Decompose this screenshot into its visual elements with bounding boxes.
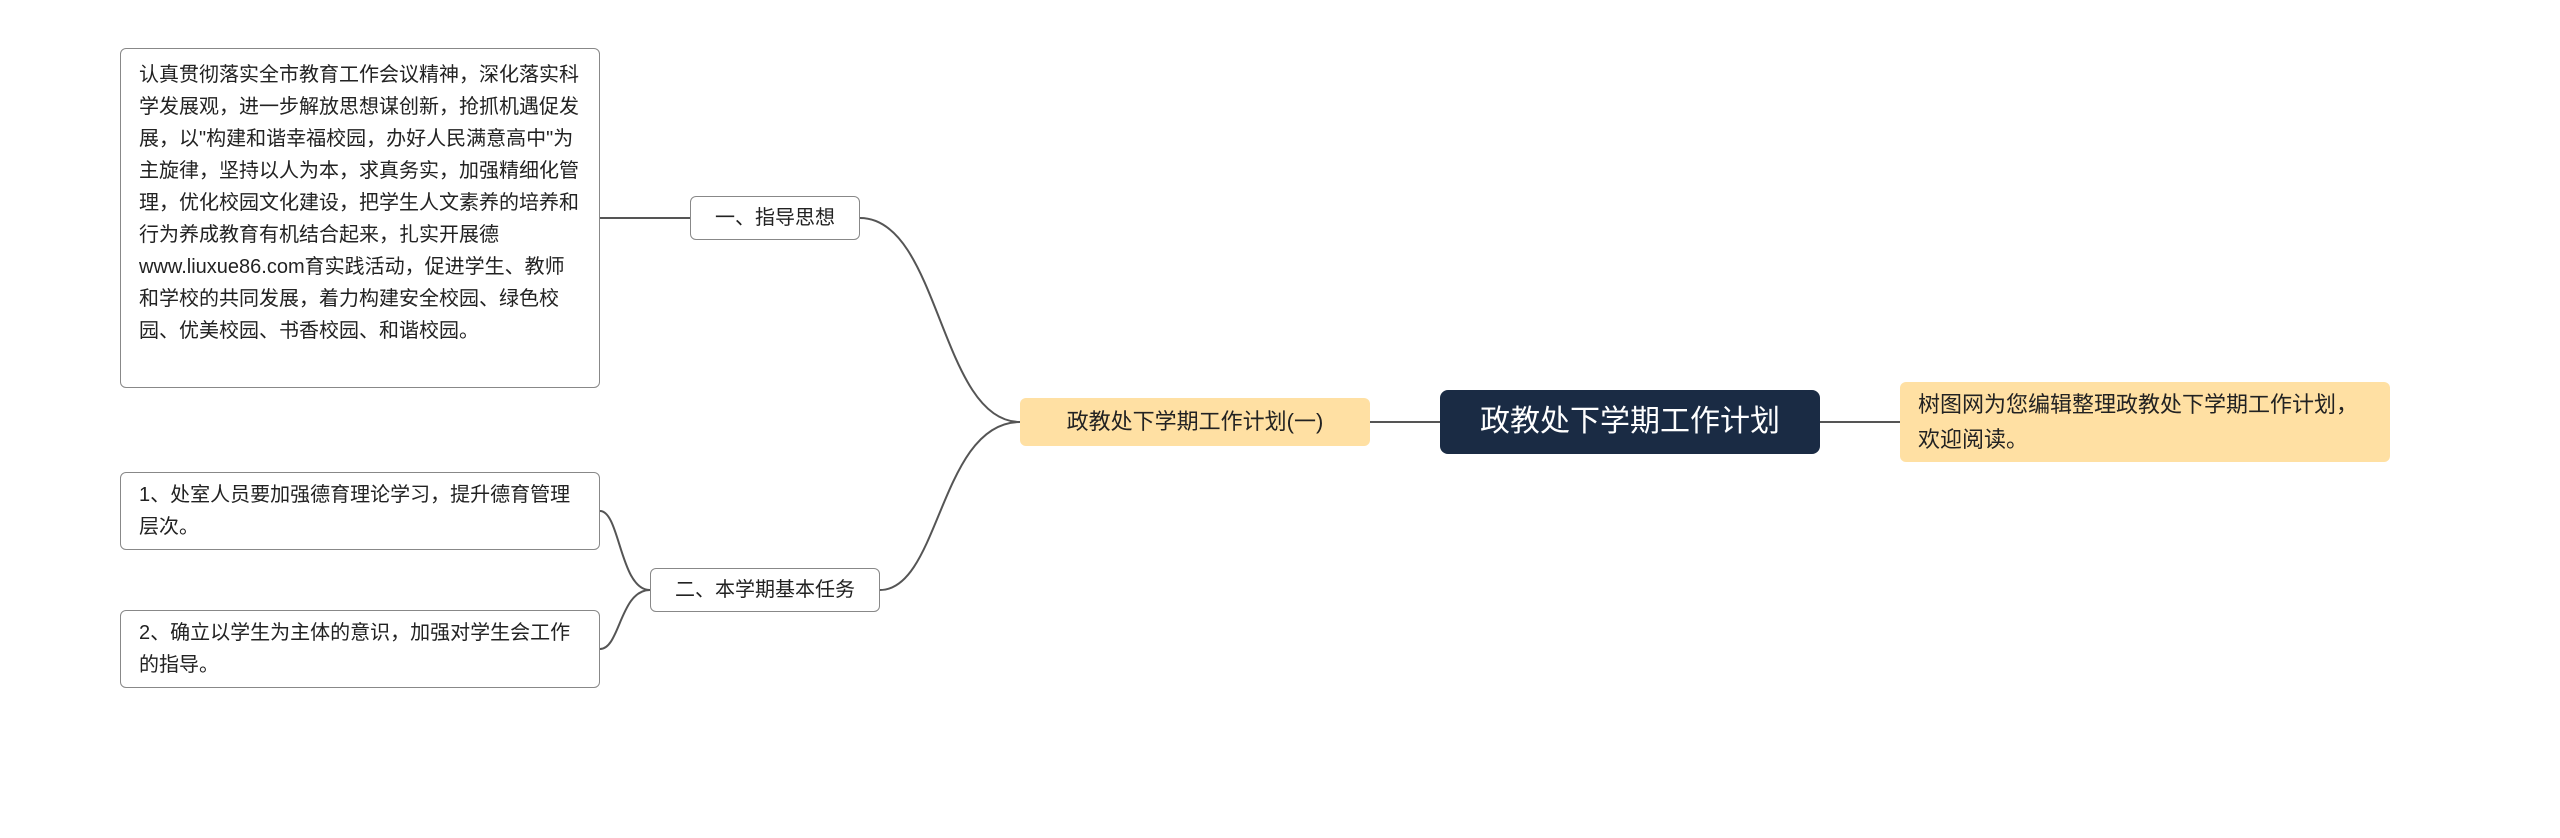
guiding-thought-label: 一、指导思想	[715, 202, 835, 234]
node-guiding-thought-detail[interactable]: 认真贯彻落实全市教育工作会议精神，深化落实科学发展观，进一步解放思想谋创新，抢抓…	[120, 48, 600, 388]
node-guiding-thought[interactable]: 一、指导思想	[690, 196, 860, 240]
guiding-thought-detail-label: 认真贯彻落实全市教育工作会议精神，深化落实科学发展观，进一步解放思想谋创新，抢抓…	[139, 59, 581, 347]
node-right-intro[interactable]: 树图网为您编辑整理政教处下学期工作计划，欢迎阅读。	[1900, 382, 2390, 462]
task-2-label: 2、确立以学生为主体的意识，加强对学生会工作的指导。	[139, 617, 581, 681]
node-basic-tasks[interactable]: 二、本学期基本任务	[650, 568, 880, 612]
node-task-2[interactable]: 2、确立以学生为主体的意识，加强对学生会工作的指导。	[120, 610, 600, 688]
mindmap-root[interactable]: 政教处下学期工作计划	[1440, 390, 1820, 454]
plan-1-label: 政教处下学期工作计划(一)	[1067, 404, 1324, 439]
right-intro-label: 树图网为您编辑整理政教处下学期工作计划，欢迎阅读。	[1918, 387, 2372, 457]
root-label: 政教处下学期工作计划	[1480, 398, 1780, 446]
task-1-label: 1、处室人员要加强德育理论学习，提升德育管理层次。	[139, 479, 581, 543]
node-task-1[interactable]: 1、处室人员要加强德育理论学习，提升德育管理层次。	[120, 472, 600, 550]
basic-tasks-label: 二、本学期基本任务	[675, 574, 855, 606]
node-plan-1[interactable]: 政教处下学期工作计划(一)	[1020, 398, 1370, 446]
